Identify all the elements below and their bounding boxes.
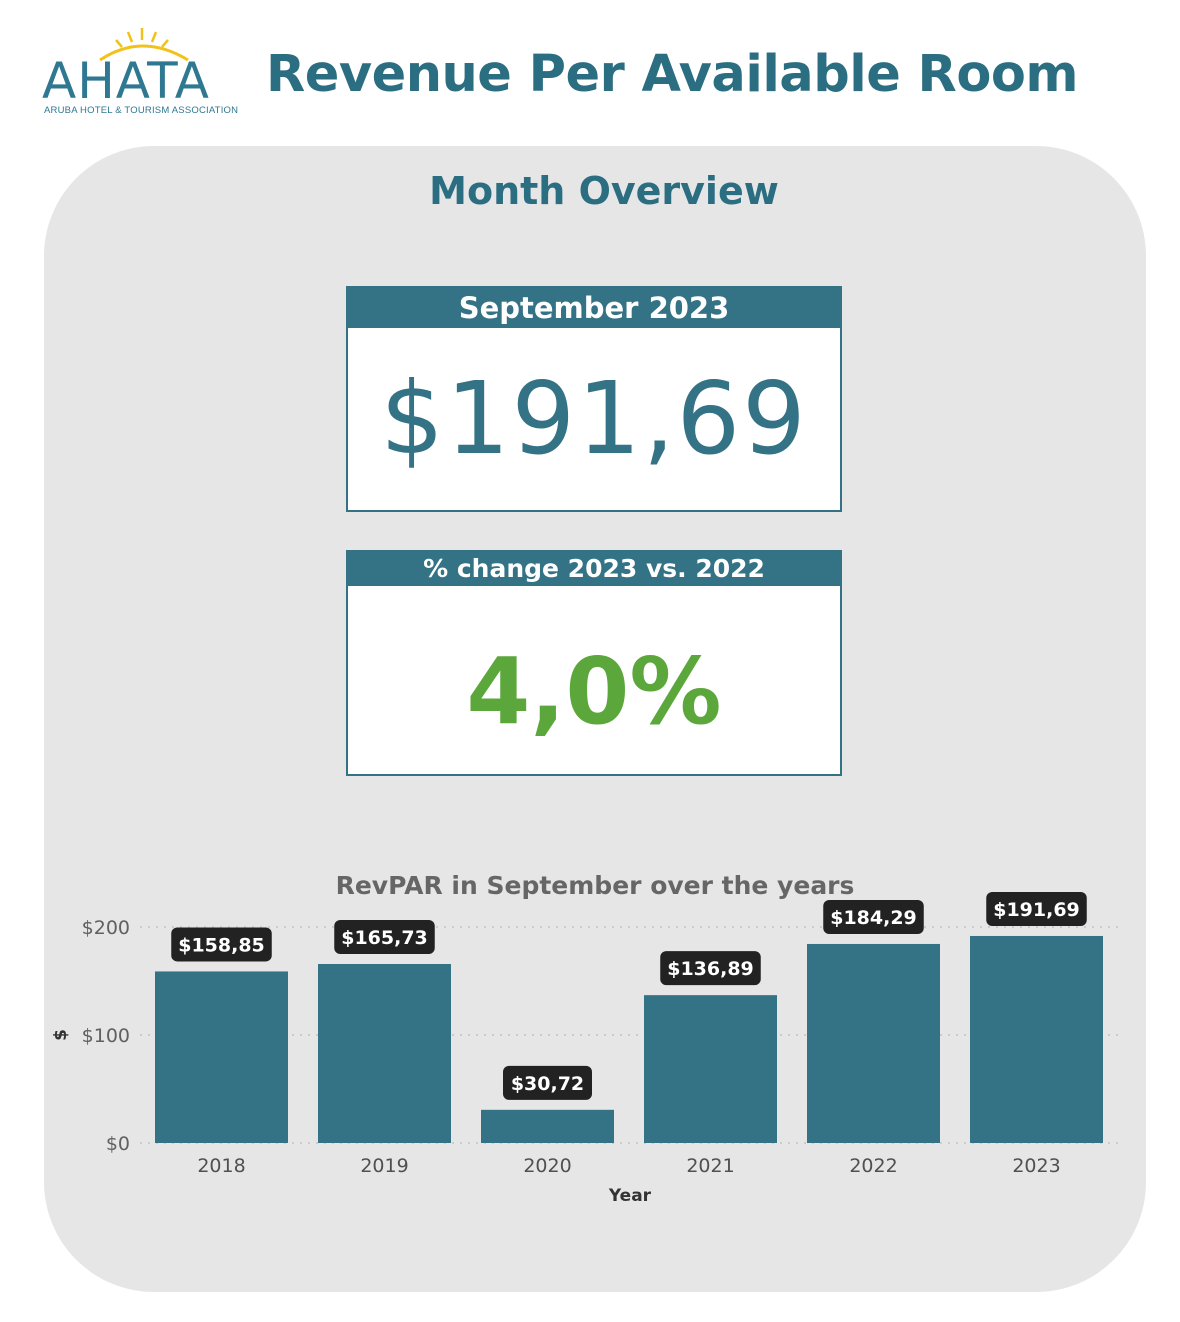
data-label-bg <box>986 891 1087 926</box>
bar-2021[interactable] <box>644 995 777 1143</box>
kpi-card-revpar: September 2023 $191,69 <box>346 286 842 512</box>
data-label-bg <box>660 951 761 986</box>
kpi-value: $191,69 <box>380 360 808 477</box>
header: AHATA ARUBA HOTEL & TOURISM ASSOCIATION … <box>0 0 1180 130</box>
kpi-card-header: % change 2023 vs. 2022 <box>348 552 840 586</box>
bar-2018[interactable] <box>155 971 288 1143</box>
x-tick-label: 2021 <box>686 1155 734 1177</box>
data-label: $30,72 <box>511 1073 584 1095</box>
y-tick-label: $100 <box>82 1025 130 1047</box>
data-label: $136,89 <box>667 958 754 980</box>
y-tick-label: $200 <box>82 917 130 939</box>
bar-chart: $158,85 $165,73 $30,72 $136,89 $184,29 $191,6… <box>51 891 1118 1206</box>
logo-subtitle: ARUBA HOTEL & TOURISM ASSOCIATION <box>44 105 239 116</box>
chart-title: RevPAR in September over the years <box>335 871 855 900</box>
kpi-card-change: % change 2023 vs. 2022 4,0% <box>346 550 842 776</box>
data-label: $165,73 <box>341 927 428 949</box>
data-label: $158,85 <box>178 934 265 956</box>
data-label-bg <box>171 927 272 962</box>
y-axis-title: $ <box>51 1029 71 1041</box>
bar-2022[interactable] <box>807 943 940 1143</box>
data-label-bg <box>334 920 435 955</box>
y-tick-label: $0 <box>106 1133 130 1155</box>
data-label-bg <box>503 1065 592 1100</box>
kpi-card-header: September 2023 <box>348 288 840 328</box>
x-tick-label: 2018 <box>197 1155 245 1177</box>
bar-2020[interactable] <box>481 1109 614 1143</box>
logo-wordmark: AHATA <box>42 52 210 110</box>
data-label: $184,29 <box>830 907 917 929</box>
sun-icon <box>99 28 189 62</box>
panel-title: Month Overview <box>429 169 779 213</box>
kpi-change-value: 4,0% <box>466 638 722 745</box>
page-title: Revenue Per Available Room <box>266 45 1079 104</box>
data-label: $191,69 <box>993 899 1080 921</box>
ahata-logo[interactable]: AHATA ARUBA HOTEL & TOURISM ASSOCIATION <box>42 26 250 118</box>
data-label-bg <box>823 899 924 934</box>
x-tick-label: 2020 <box>523 1155 571 1177</box>
x-tick-label: 2019 <box>360 1155 408 1177</box>
x-tick-label: 2022 <box>849 1155 897 1177</box>
bar-2023[interactable] <box>970 935 1103 1143</box>
bar-2019[interactable] <box>318 964 451 1143</box>
month-overview-panel: Month Overview September 2023 $191,69 % … <box>44 146 1146 1292</box>
x-axis-title: Year <box>608 1186 652 1206</box>
x-tick-label: 2023 <box>1012 1155 1060 1177</box>
